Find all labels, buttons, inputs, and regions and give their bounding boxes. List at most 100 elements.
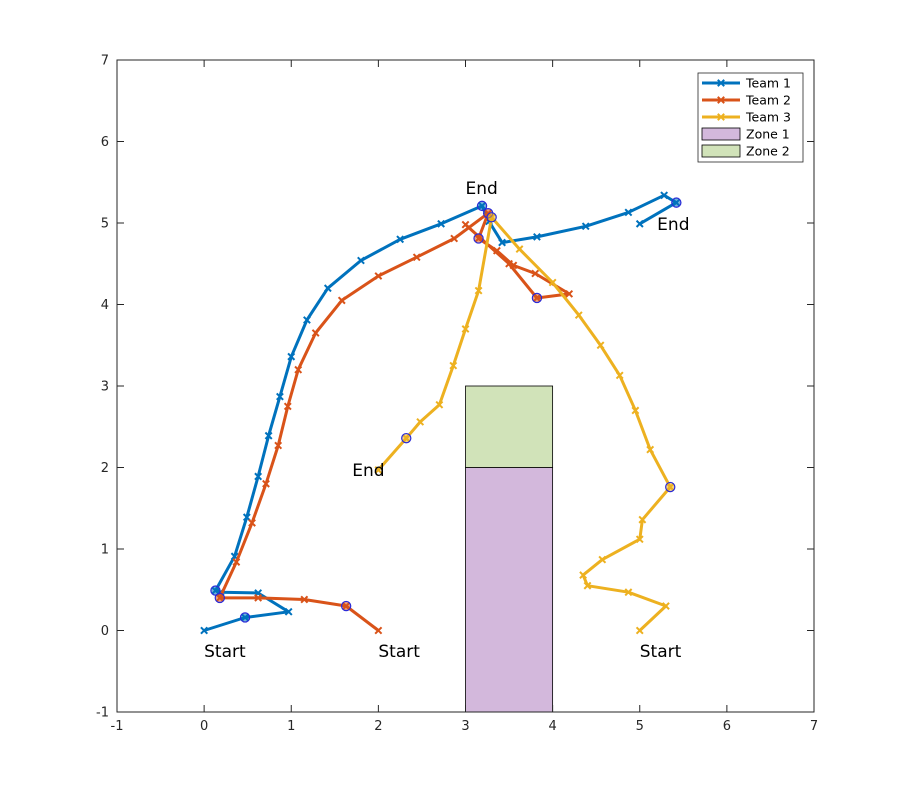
data-point <box>323 284 332 293</box>
data-point <box>450 234 459 243</box>
data-point <box>515 245 524 253</box>
circled-point <box>214 592 226 604</box>
x-tick-label: 2 <box>374 719 382 734</box>
data-point <box>283 402 292 411</box>
x-tick-label: 1 <box>287 719 295 734</box>
data-point <box>337 296 346 305</box>
circled-point <box>401 432 412 444</box>
data-point <box>598 555 607 564</box>
data-point <box>294 365 303 374</box>
annotation-end: End <box>466 179 498 199</box>
data-point <box>635 626 644 635</box>
data-point <box>565 289 574 298</box>
data-point <box>498 238 507 247</box>
y-tick-label: -1 <box>96 706 109 721</box>
y-tick-label: 4 <box>101 298 109 313</box>
data-point <box>248 519 256 527</box>
data-point <box>254 472 263 481</box>
legend-swatch-zone-1 <box>701 127 741 141</box>
y-tick-label: 7 <box>101 54 109 69</box>
data-point <box>492 246 501 255</box>
legend-marker <box>717 113 725 121</box>
data-point <box>624 588 633 597</box>
data-point <box>287 352 296 361</box>
circled-point <box>239 612 251 623</box>
data-point <box>638 515 647 524</box>
circled-point <box>671 197 682 208</box>
y-tick-label: 5 <box>101 217 109 232</box>
legend-label: Team 2 <box>745 93 791 108</box>
legend: Team 1 Team 2 Team 3 Zone 1 Zone 2 <box>697 72 804 163</box>
data-point <box>624 208 633 217</box>
y-tick-label: 3 <box>101 380 109 395</box>
data-point <box>435 400 444 409</box>
data-point <box>311 329 320 337</box>
legend-label: Team 3 <box>745 110 791 125</box>
data-point <box>631 406 640 415</box>
legend-label: Zone 2 <box>746 144 790 159</box>
data-point <box>416 417 425 426</box>
annotation-start: Start <box>378 642 420 662</box>
circled-point <box>486 212 497 223</box>
data-point <box>254 593 263 602</box>
x-tick-label: 7 <box>810 719 818 734</box>
data-point <box>635 535 644 544</box>
data-point <box>396 235 405 244</box>
data-point <box>200 626 209 635</box>
data-point <box>274 441 283 450</box>
data-point <box>461 325 470 333</box>
data-point <box>509 261 518 270</box>
annotation-end: End <box>657 215 689 235</box>
data-point <box>262 479 270 488</box>
annotation-start: Start <box>204 642 246 662</box>
annotation-end: End <box>352 461 384 481</box>
y-tick-label: 6 <box>101 135 109 150</box>
data-point <box>533 232 541 241</box>
circled-point <box>473 233 484 244</box>
x-tick-label: 5 <box>636 719 644 734</box>
circled-point <box>476 200 488 212</box>
x-tick-label: -1 <box>111 719 124 734</box>
data-point <box>374 272 383 280</box>
data-point <box>276 392 284 401</box>
series-team-3 <box>374 213 675 635</box>
data-point <box>646 445 655 454</box>
zone-2-rect <box>465 385 554 468</box>
y-tick-label: 0 <box>101 624 109 639</box>
data-point <box>579 571 588 579</box>
zone-1-rect <box>465 467 554 713</box>
annotation-start: Start <box>640 642 682 662</box>
data-point <box>374 466 383 474</box>
data-point <box>583 581 592 590</box>
y-tick-label: 1 <box>101 543 109 558</box>
x-tick-label: 0 <box>200 719 208 734</box>
data-point <box>300 595 309 604</box>
data-point <box>357 256 365 265</box>
data-point <box>242 513 251 522</box>
data-point <box>232 558 241 566</box>
data-point <box>574 311 583 320</box>
data-point <box>284 607 293 616</box>
data-point <box>635 219 644 228</box>
data-point <box>374 626 383 635</box>
data-point <box>581 222 590 231</box>
legend-marker <box>717 79 725 87</box>
data-point <box>303 316 311 324</box>
x-tick-label: 3 <box>461 719 469 734</box>
data-point <box>531 269 540 278</box>
legend-label: Zone 1 <box>746 127 790 142</box>
circled-point <box>665 481 676 493</box>
data-point <box>449 361 458 370</box>
data-point <box>661 602 670 610</box>
data-point <box>461 220 470 229</box>
circled-points-team-1 <box>210 197 682 623</box>
legend-label: Team 1 <box>745 76 791 91</box>
y-tick-label: 2 <box>101 461 109 476</box>
legend-marker <box>717 96 725 104</box>
x-tick-label: 6 <box>723 719 731 734</box>
x-tick-label: 4 <box>548 719 556 734</box>
data-point <box>264 431 273 440</box>
data-point <box>615 371 624 380</box>
data-point <box>412 253 421 262</box>
